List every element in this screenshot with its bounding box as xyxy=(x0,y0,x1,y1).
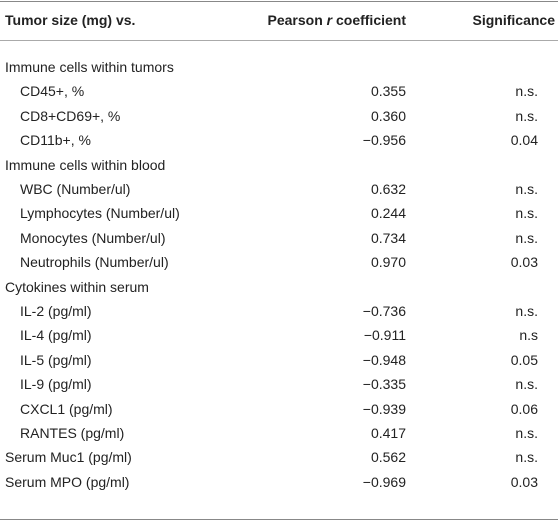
row-label: RANTES (pg/ml) xyxy=(20,425,125,441)
header-cell: Pearson r coefficient xyxy=(268,10,407,30)
significance: 0.05 xyxy=(510,351,538,368)
group-title: Immune cells within tumors xyxy=(5,59,174,75)
row-label: IL-9 (pg/ml) xyxy=(20,376,92,393)
pearson-r: −0.969 xyxy=(362,473,406,490)
pearson-r: 0.355 xyxy=(370,83,406,100)
row-label: IL-5 (pg/ml) xyxy=(20,351,92,368)
significance: n.s. xyxy=(515,449,538,466)
pearson-r: 0.562 xyxy=(370,449,406,466)
header-cell: Tumor size (mg) vs. xyxy=(5,12,136,28)
significance: n.s. xyxy=(515,181,538,197)
significance: n.s. xyxy=(515,107,538,124)
header-text: Pearson xyxy=(267,12,323,28)
pearson-r: 0.734 xyxy=(370,229,406,246)
row-label: Serum MPO (pg/ml) xyxy=(5,473,130,490)
row-label: CD8+CD69+, % xyxy=(20,107,121,124)
row-label: WBC (Number/ul) xyxy=(20,181,131,197)
row-label: Serum Muc1 (pg/ml) xyxy=(5,449,132,466)
pearson-r: 0.632 xyxy=(370,181,406,197)
pearson-r: 0.970 xyxy=(370,254,406,271)
pearson-r: 0.417 xyxy=(370,425,406,441)
significance: n.s. xyxy=(515,376,538,393)
row-label: IL-4 (pg/ml) xyxy=(20,327,92,344)
significance: n.s. xyxy=(515,205,538,222)
row-label: IL-2 (pg/ml) xyxy=(20,303,92,319)
row-label: Monocytes (Number/ul) xyxy=(20,229,166,246)
pearson-r: −0.736 xyxy=(362,303,406,319)
row-label: CD45+, % xyxy=(20,83,85,100)
pearson-r: −0.956 xyxy=(362,132,406,149)
pearson-r: −0.911 xyxy=(363,327,406,344)
significance: n.s xyxy=(519,327,538,344)
pearson-r: −0.948 xyxy=(362,351,406,368)
significance: n.s. xyxy=(515,229,538,246)
pearson-r: −0.335 xyxy=(362,376,406,393)
group-title: Immune cells within blood xyxy=(5,156,166,173)
row-label: Lymphocytes (Number/ul) xyxy=(20,205,180,222)
header-cell: Significance xyxy=(472,12,555,28)
bottom-rule xyxy=(0,519,558,520)
significance: 0.04 xyxy=(510,132,538,149)
header-text: r xyxy=(326,12,333,28)
significance: 0.03 xyxy=(510,254,538,271)
significance: n.s. xyxy=(515,83,538,100)
group-title: Cytokines within serum xyxy=(5,278,149,295)
header-text: coefficient xyxy=(335,12,406,28)
significance: 0.06 xyxy=(510,400,538,417)
significance: n.s. xyxy=(515,303,538,319)
header-rule xyxy=(0,40,558,41)
significance: 0.03 xyxy=(510,473,538,490)
row-label: CXCL1 (pg/ml) xyxy=(20,400,113,417)
row-label: CD11b+, % xyxy=(20,132,91,149)
top-rule xyxy=(0,1,558,2)
significance: n.s. xyxy=(515,425,538,441)
row-label: Neutrophils (Number/ul) xyxy=(20,254,169,271)
pearson-r: −0.939 xyxy=(362,400,406,417)
pearson-r: 0.244 xyxy=(370,205,406,222)
pearson-r: 0.360 xyxy=(370,107,406,124)
